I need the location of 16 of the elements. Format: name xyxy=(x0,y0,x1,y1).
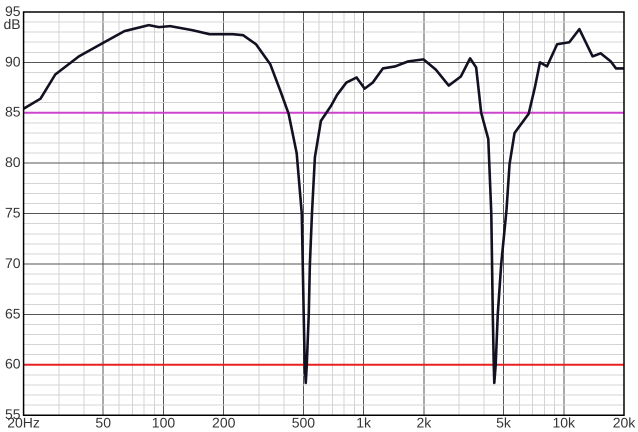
y-tick-label: 90 xyxy=(4,53,21,70)
y-tick-label: 70 xyxy=(4,254,21,271)
y-tick-label: 80 xyxy=(4,154,21,170)
x-tick-label: 5k xyxy=(496,414,512,430)
x-tick-label: 50 xyxy=(95,414,112,430)
x-tick-label: 20k xyxy=(612,414,636,430)
x-tick-label: 1k xyxy=(356,414,372,430)
y-tick-label: 75 xyxy=(4,204,21,220)
x-tick-label: 10k xyxy=(552,414,576,430)
x-tick-label: 500 xyxy=(292,414,316,430)
y-tick-label: 85 xyxy=(4,104,21,120)
x-tick-label: 200 xyxy=(212,414,236,430)
y-tick-label: 65 xyxy=(4,305,21,322)
y-tick-label: 60 xyxy=(4,356,21,372)
x-tick-label: 100 xyxy=(152,414,176,430)
x-tick-label: 2k xyxy=(416,414,432,430)
